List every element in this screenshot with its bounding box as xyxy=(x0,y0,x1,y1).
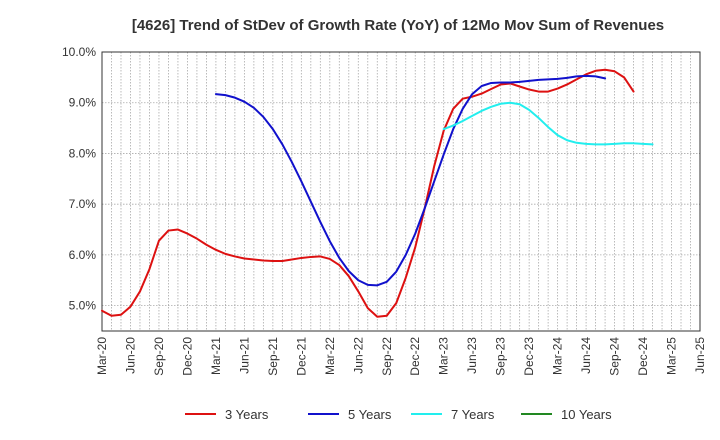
x-tick-label: Mar-22 xyxy=(323,337,337,375)
x-tick-label: Mar-25 xyxy=(665,337,679,375)
y-tick-label: 8.0% xyxy=(69,146,97,160)
x-tick-label: Sep-23 xyxy=(494,337,508,376)
legend-label: 10 Years xyxy=(561,407,612,422)
x-tick-label: Dec-20 xyxy=(180,337,194,376)
legend-label: 5 Years xyxy=(348,407,392,422)
series-line-3-years xyxy=(101,68,635,318)
y-tick-label: 6.0% xyxy=(69,248,97,262)
legend: 3 Years 5 Years 7 Years 10 Years xyxy=(185,407,612,422)
x-tick-label: Dec-24 xyxy=(636,337,650,376)
x-tick-label: Sep-24 xyxy=(608,337,622,376)
axes xyxy=(101,51,701,332)
x-tick-label: Sep-22 xyxy=(380,337,394,376)
plot-border xyxy=(101,51,701,332)
legend-label: 3 Years xyxy=(225,407,269,422)
x-tick-label: Sep-21 xyxy=(266,337,280,376)
series-lines xyxy=(101,68,654,318)
x-tick-label: Jun-25 xyxy=(693,337,707,374)
x-tick-label: Jun-24 xyxy=(579,337,593,374)
y-tick-label: 7.0% xyxy=(69,197,97,211)
x-tick-label: Dec-23 xyxy=(522,337,536,376)
y-tick-label: 9.0% xyxy=(69,96,97,110)
x-tick-label: Mar-20 xyxy=(95,337,109,375)
x-tick-label: Dec-21 xyxy=(294,337,308,376)
series-line-7-years xyxy=(442,101,654,146)
plot-area xyxy=(102,52,700,331)
x-tick-label: Jun-22 xyxy=(351,337,365,374)
gridlines xyxy=(102,51,700,331)
series-line-5-years xyxy=(214,74,607,287)
x-tick-label: Jun-23 xyxy=(465,337,479,374)
x-tick-label: Sep-20 xyxy=(152,337,166,376)
x-tick-label: Dec-22 xyxy=(408,337,422,376)
y-tick-label: 5.0% xyxy=(69,299,97,313)
x-tick-label: Mar-21 xyxy=(209,337,223,375)
x-tick-label: Jun-21 xyxy=(237,337,251,374)
x-tick-label: Mar-24 xyxy=(551,337,565,375)
x-tick-label: Mar-23 xyxy=(437,337,451,375)
legend-label: 7 Years xyxy=(451,407,495,422)
x-tick-label: Jun-20 xyxy=(123,337,137,374)
y-tick-label: 10.0% xyxy=(62,45,96,59)
chart-title: [4626] Trend of StDev of Growth Rate (Yo… xyxy=(132,17,664,34)
tick-labels: 5.0% 6.0% 7.0% 8.0% 9.0% 10.0% Mar-20 Jun-20 Sep… xyxy=(62,45,707,376)
